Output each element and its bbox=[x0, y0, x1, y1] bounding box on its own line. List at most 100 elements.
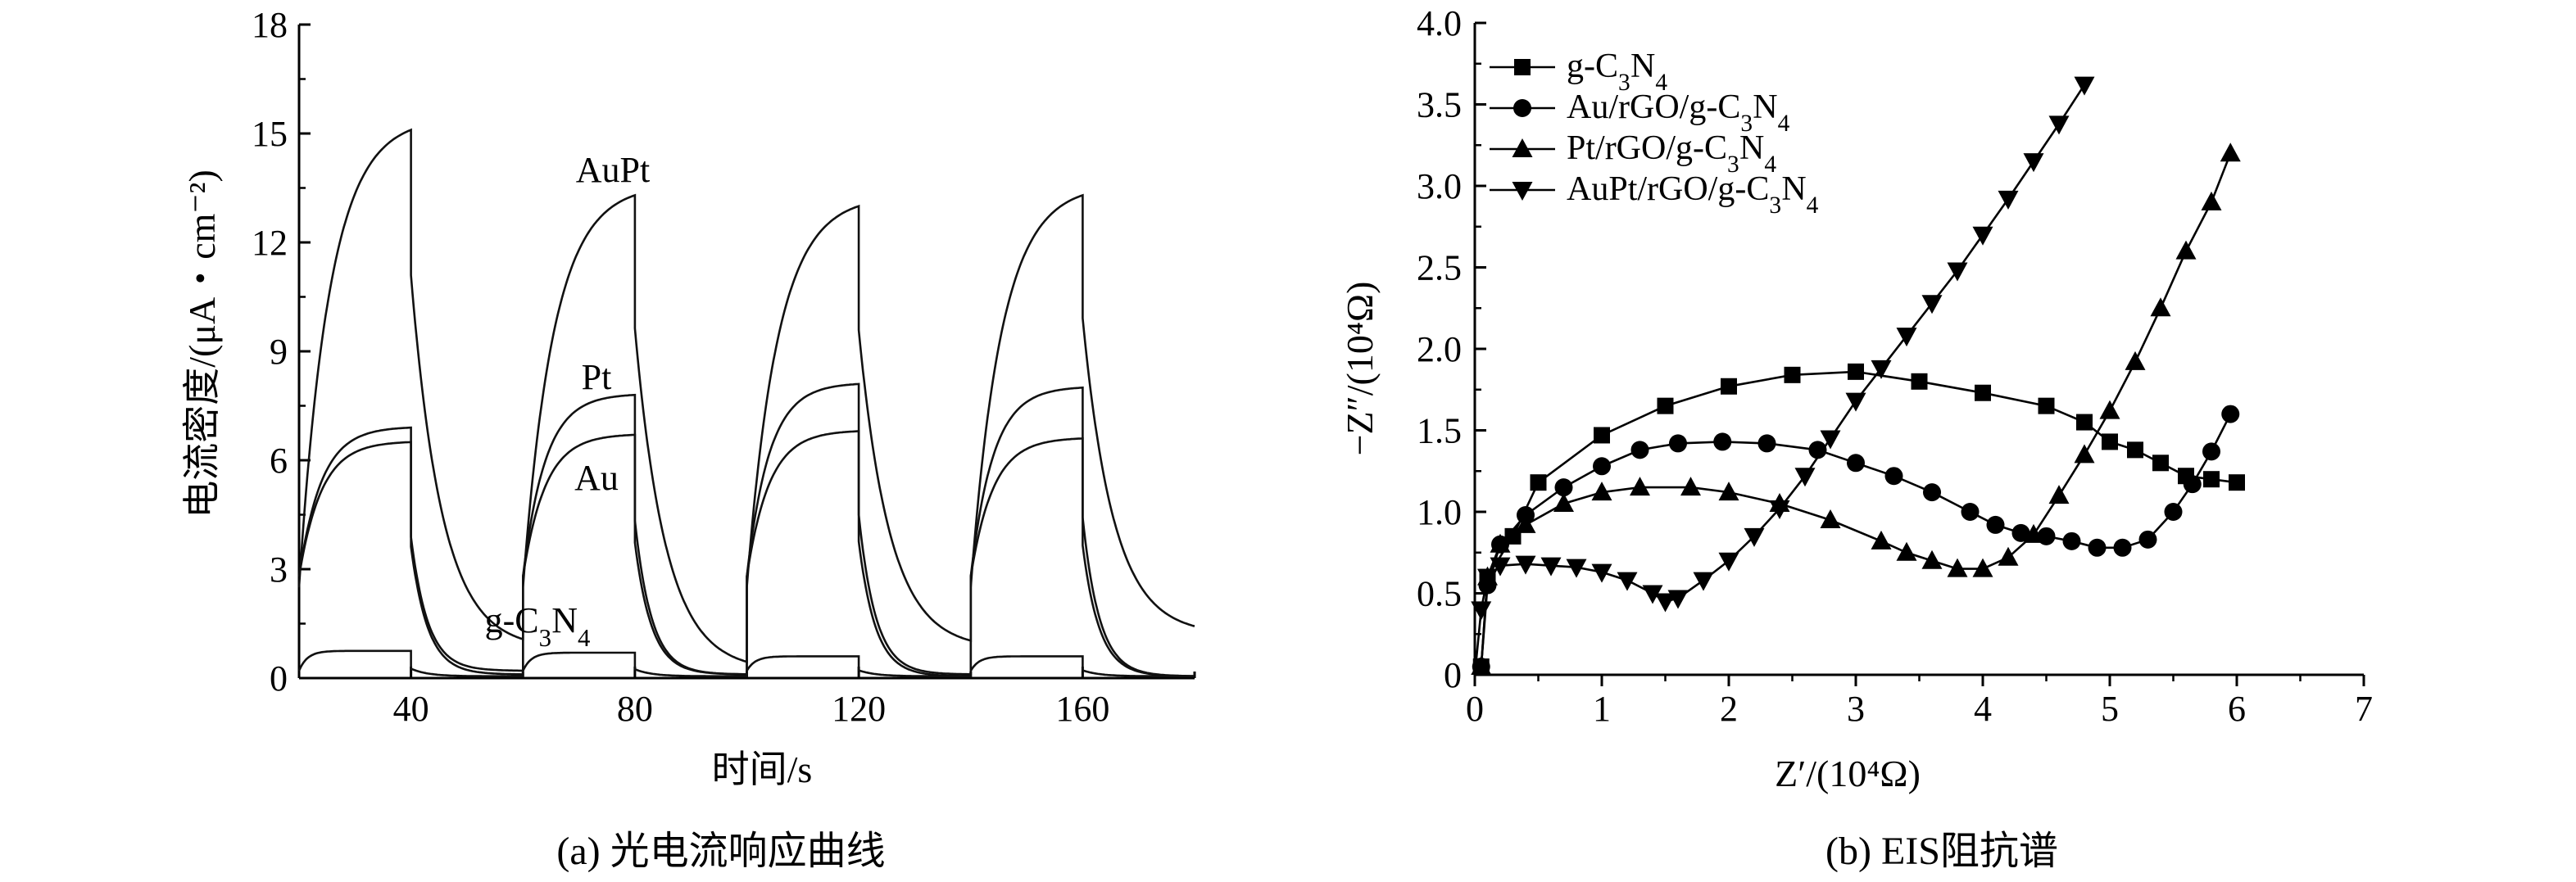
eis-point-gc3n4 bbox=[1848, 363, 1864, 380]
eis-point-auptrgogc3n4 bbox=[1693, 572, 1714, 591]
eis-point-auptrgogc3n4 bbox=[1769, 500, 1790, 520]
eis-point-aurgogc3n4 bbox=[2138, 530, 2157, 549]
eis-y-tick-label: 2.0 bbox=[1417, 329, 1462, 369]
eis-point-auptrgogc3n4 bbox=[1642, 585, 1663, 604]
eis-point-aurgogc3n4 bbox=[1986, 515, 2005, 534]
eis-point-ptrgogc3n4 bbox=[1896, 541, 1917, 561]
eis-series bbox=[1471, 76, 2245, 676]
eis-x-tick-label: 3 bbox=[1847, 689, 1865, 729]
eis-point-ptrgogc3n4 bbox=[2048, 485, 2070, 504]
eis-point-ptrgogc3n4 bbox=[2220, 142, 2241, 162]
eis-point-gc3n4 bbox=[2076, 414, 2093, 431]
eis-point-ptrgogc3n4 bbox=[1871, 530, 1892, 550]
eis-y-tick-label: 0 bbox=[1444, 655, 1462, 695]
eis-point-auptrgogc3n4 bbox=[1566, 559, 1587, 578]
eis-point-gc3n4 bbox=[1721, 378, 1737, 395]
curve-label-au: Au bbox=[574, 458, 619, 498]
eis-point-auptrgogc3n4 bbox=[1871, 360, 1892, 379]
legend-label-auptrgogc3n4: AuPt/rGO/g-C3 N4 bbox=[1567, 170, 1819, 219]
eis-x-tick-label: 0 bbox=[1466, 689, 1484, 729]
eis-point-ptrgogc3n4 bbox=[1947, 558, 1968, 577]
eis-point-auptrgogc3n4 bbox=[2074, 76, 2095, 96]
eis-point-ptrgogc3n4 bbox=[2125, 351, 2146, 370]
eis-point-aurgogc3n4 bbox=[1630, 441, 1649, 459]
eis-point-ptrgogc3n4 bbox=[1591, 482, 1612, 501]
eis-point-aurgogc3n4 bbox=[1961, 503, 1980, 521]
eis-y-tick-label: 2.5 bbox=[1417, 248, 1462, 288]
eis-point-ptrgogc3n4 bbox=[1515, 513, 1536, 533]
eis-x-tick-label: 5 bbox=[2101, 689, 2119, 729]
photocurrent-x-tick-label: 160 bbox=[1055, 689, 1109, 729]
eis-x-tick-label: 2 bbox=[1720, 689, 1738, 729]
photocurrent-y-tick-label: 15 bbox=[252, 114, 288, 154]
eis-point-aurgogc3n4 bbox=[2011, 523, 2030, 542]
photocurrent-y-tick-label: 0 bbox=[270, 658, 288, 699]
eis-point-aurgogc3n4 bbox=[2183, 475, 2202, 494]
eis-point-aurgogc3n4 bbox=[2164, 503, 2183, 521]
photocurrent-y-tick-label: 12 bbox=[252, 223, 288, 263]
eis-point-aurgogc3n4 bbox=[1593, 457, 1611, 476]
eis-point-ptrgogc3n4 bbox=[2175, 240, 2197, 260]
eis-point-ptrgogc3n4 bbox=[1972, 558, 1993, 577]
eis-point-aurgogc3n4 bbox=[2062, 531, 2081, 550]
legend-label-ptrgogc3n4: Pt/rGO/g-C3 N4 bbox=[1567, 129, 1776, 178]
eis-x-tick-label: 1 bbox=[1593, 689, 1611, 729]
photocurrent-x-tick-label: 120 bbox=[832, 689, 886, 729]
eis-series-aurgogc3n4 bbox=[1472, 405, 2240, 676]
eis-line-auptrgogc3n4 bbox=[1473, 84, 2086, 676]
eis-point-gc3n4 bbox=[2127, 441, 2143, 459]
eis-legend: g-C3 N4 Au/rGO/g-C3 N4 Pt/rGO/g-C3 N4 Au… bbox=[1490, 47, 1819, 219]
eis-x-tick-label: 6 bbox=[2228, 689, 2246, 729]
eis-point-aurgogc3n4 bbox=[2221, 405, 2240, 423]
eis-point-gc3n4 bbox=[2229, 474, 2245, 491]
legend-label-aurgogc3n4: Au/rGO/g-C3 N4 bbox=[1567, 88, 1790, 137]
eis-point-gc3n4 bbox=[1975, 384, 1991, 401]
eis-point-ptrgogc3n4 bbox=[2201, 191, 2222, 210]
eis-y-tick-label: 3.0 bbox=[1417, 166, 1462, 206]
curve-label-aupt: AuPt bbox=[576, 150, 650, 190]
photocurrent-curves bbox=[297, 128, 1195, 678]
legend-marker-auptrgogc3n4 bbox=[1512, 182, 1533, 201]
eis-point-ptrgogc3n4 bbox=[1718, 482, 1739, 501]
eis-point-auptrgogc3n4 bbox=[1515, 555, 1536, 575]
eis-point-auptrgogc3n4 bbox=[1845, 392, 1866, 412]
photocurrent-series-au bbox=[297, 430, 1195, 677]
eis-point-ptrgogc3n4 bbox=[1820, 509, 1841, 528]
eis-point-gc3n4 bbox=[1530, 474, 1547, 491]
legend-marker-gc3n4 bbox=[1514, 59, 1531, 75]
eis-point-aurgogc3n4 bbox=[1554, 478, 1573, 497]
eis-point-aurgogc3n4 bbox=[1847, 454, 1865, 473]
photocurrent-curve-labels: AuPt Pt Au g-C3 N4 bbox=[485, 150, 651, 652]
eis-point-gc3n4 bbox=[1657, 397, 1674, 414]
eis-point-aurgogc3n4 bbox=[2113, 538, 2132, 557]
eis-series-ptrgogc3n4 bbox=[1471, 142, 2241, 676]
eis-point-auptrgogc3n4 bbox=[1998, 190, 2019, 210]
eis-y-tick-label: 0.5 bbox=[1417, 574, 1462, 614]
eis-point-auptrgogc3n4 bbox=[1718, 552, 1739, 572]
eis-series-gc3n4 bbox=[1472, 363, 2245, 676]
eis-point-auptrgogc3n4 bbox=[1655, 593, 1676, 613]
eis-point-ptrgogc3n4 bbox=[1553, 493, 1574, 513]
eis-point-ptrgogc3n4 bbox=[1490, 533, 1511, 553]
eis-point-auptrgogc3n4 bbox=[1667, 590, 1689, 609]
eis-line-gc3n4 bbox=[1473, 370, 2238, 676]
eis-point-auptrgogc3n4 bbox=[1744, 527, 1765, 547]
eis-point-auptrgogc3n4 bbox=[1972, 226, 1993, 246]
eis-point-aurgogc3n4 bbox=[1713, 432, 1732, 451]
eis-y-tick-label: 1.0 bbox=[1417, 492, 1462, 532]
eis-y-tick-label: 1.5 bbox=[1417, 411, 1462, 451]
eis-y-axis-title: −Z″/(10⁴Ω) bbox=[1339, 282, 1381, 456]
eis-point-auptrgogc3n4 bbox=[1794, 468, 1816, 487]
photocurrent-x-tick-label: 40 bbox=[393, 689, 429, 729]
eis-x-axis-title: Z′/(10⁴Ω) bbox=[1775, 753, 1921, 794]
eis-point-aurgogc3n4 bbox=[2088, 538, 2107, 557]
legend-label-gc3n4: g-C3 N4 bbox=[1567, 47, 1667, 96]
eis-point-ptrgogc3n4 bbox=[2074, 444, 2095, 464]
eis-point-aurgogc3n4 bbox=[1669, 434, 1687, 453]
eis-point-gc3n4 bbox=[1911, 373, 1928, 390]
eis-point-ptrgogc3n4 bbox=[2099, 400, 2120, 419]
eis-tick-labels: 0 0.5 1.0 1.5 2.0 2.5 3.0 3.5 4.0 0 1 2 3 4 5 6 7 bbox=[1417, 3, 2373, 729]
eis-point-ptrgogc3n4 bbox=[1680, 477, 1701, 496]
eis-point-auptrgogc3n4 bbox=[1490, 557, 1511, 577]
eis-series-auptrgogc3n4 bbox=[1471, 76, 2095, 676]
